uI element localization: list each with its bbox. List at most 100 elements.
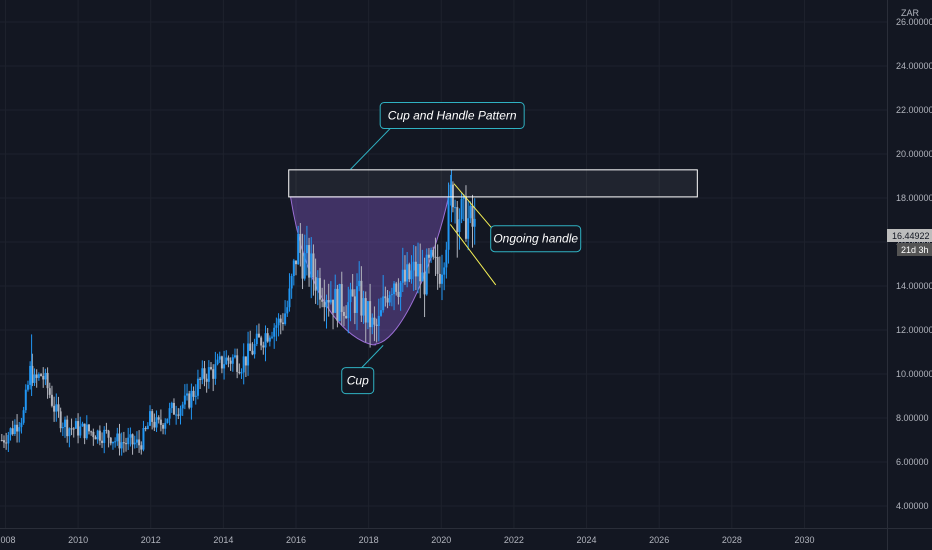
candle-body [286, 307, 289, 314]
candle-body [55, 404, 58, 412]
resistance-zone[interactable] [288, 169, 698, 198]
candle-body [175, 414, 178, 416]
candle-body [77, 421, 80, 436]
callout-box[interactable] [341, 367, 375, 395]
candle-body [397, 291, 400, 297]
candle-body [229, 360, 232, 364]
candle-body [340, 284, 343, 312]
candle-body [427, 254, 430, 258]
candle-body [98, 430, 101, 441]
candle-body [214, 364, 217, 379]
candle-body [410, 270, 413, 280]
candle-body [203, 368, 206, 379]
candle-body [64, 419, 67, 428]
callout-box[interactable] [379, 102, 525, 129]
candle-body [9, 428, 12, 436]
candle-body [273, 327, 276, 337]
last-price-value: 16.44922 [892, 231, 930, 241]
candle-body [266, 333, 269, 342]
candle-body [129, 434, 132, 438]
candle-body [159, 419, 162, 425]
candle-body [358, 280, 361, 287]
candle-body [257, 333, 260, 338]
candle-body [29, 365, 32, 385]
candle-body [419, 263, 422, 282]
x-tick-label: 2030 [794, 535, 814, 545]
candle-body [451, 184, 454, 208]
candle-body [366, 301, 369, 323]
candle-body [186, 393, 189, 396]
candle-body [111, 441, 114, 444]
candle-body [417, 263, 420, 277]
candle-body [338, 284, 341, 321]
candle-body [388, 295, 391, 303]
y-tick-label: 22.00000 [896, 105, 932, 115]
candle-body [153, 421, 156, 428]
candle-body [277, 318, 280, 326]
y-tick-label: 18.00000 [896, 193, 932, 203]
candle-body [157, 417, 160, 420]
candle-body [50, 394, 53, 406]
candle-body [16, 424, 19, 432]
candle-body [188, 393, 191, 408]
candle-body [196, 378, 199, 396]
candle-body [414, 261, 417, 277]
candle-body [109, 437, 112, 444]
y-tick-label: 26.00000 [896, 17, 932, 27]
y-tick-label: 10.00000 [896, 369, 932, 379]
candle-body [183, 395, 186, 405]
candle-body [68, 428, 71, 437]
candle-body [18, 427, 21, 432]
candle-body [74, 421, 77, 429]
candle-body [218, 356, 221, 360]
candle-body [295, 260, 297, 265]
time-axis[interactable]: 2008 2010 2012 2014 2016 2018 2020 2022 2024 2026… [0, 535, 814, 545]
last-price-tag: 16.44922 21d 3h [887, 229, 932, 256]
candle-body [253, 344, 256, 355]
candle-body [369, 301, 372, 328]
candle-body [59, 411, 62, 429]
candle-body [430, 249, 433, 258]
candle-body [249, 343, 252, 351]
candle-body [312, 253, 315, 278]
callout-label: Cup and Handle Pattern [388, 109, 517, 123]
candle-body [220, 356, 223, 369]
candle-body [79, 426, 82, 436]
candle-body [334, 288, 337, 313]
y-tick-label: 14.00000 [896, 281, 932, 291]
candle-body [212, 369, 215, 379]
candle-body [332, 299, 335, 313]
candle-body [144, 428, 147, 430]
candle-body [199, 378, 202, 380]
candle-body [103, 429, 106, 443]
candle-body [297, 233, 300, 265]
candle-body [66, 419, 69, 437]
candle-body [375, 324, 378, 326]
callout-pointer [350, 128, 391, 170]
y-tick-label: 12.00000 [896, 325, 932, 335]
candle-body [384, 296, 387, 299]
candle-body [20, 422, 23, 428]
candle-body [395, 283, 398, 292]
candle-body [323, 301, 326, 308]
callout-label: Ongoing handle [493, 232, 578, 246]
candle-body [292, 260, 295, 277]
candle-body [181, 404, 184, 409]
callout-box[interactable] [490, 225, 582, 253]
candle-body [172, 402, 175, 415]
x-tick-label: 2008 [0, 535, 15, 545]
candle-body [421, 272, 424, 282]
candle-body [118, 433, 121, 449]
candle-body [399, 282, 402, 297]
candle-body [0, 440, 3, 441]
candle-body [125, 443, 128, 445]
candle-body [48, 388, 51, 395]
candle-body [90, 431, 93, 433]
candle-body [464, 196, 467, 239]
candle-body [379, 310, 382, 316]
x-tick-label: 2028 [722, 535, 742, 545]
x-tick-label: 2012 [141, 535, 161, 545]
candle-body [122, 442, 125, 444]
candle-body [303, 253, 306, 279]
